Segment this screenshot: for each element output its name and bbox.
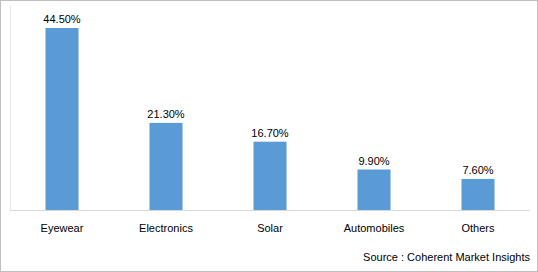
x-tick-label: Solar bbox=[257, 222, 283, 234]
bar bbox=[462, 179, 495, 210]
x-tick-label: Electronics bbox=[139, 222, 193, 234]
data-label: 21.30% bbox=[147, 108, 185, 120]
bar bbox=[358, 170, 391, 210]
data-label: 44.50% bbox=[43, 13, 81, 25]
bars bbox=[46, 28, 495, 210]
y-axis-line bbox=[10, 6, 11, 211]
x-tick-label: Others bbox=[461, 222, 495, 234]
data-label: 16.70% bbox=[251, 127, 289, 139]
chart-border bbox=[1, 1, 538, 272]
x-axis-line bbox=[10, 210, 530, 211]
data-label: 9.90% bbox=[358, 155, 389, 167]
chart-svg: 44.50% Eyewear 21.30% Electronics 16.70% Sola… bbox=[0, 0, 538, 272]
bar bbox=[254, 142, 287, 210]
chart-container: 44.50% Eyewear 21.30% Electronics 16.70% Sola… bbox=[0, 0, 538, 272]
data-label: 7.60% bbox=[462, 164, 493, 176]
x-tick-label: Eyewear bbox=[41, 222, 84, 234]
bar bbox=[46, 28, 79, 210]
source-note: Source : Coherent Market Insights bbox=[363, 251, 530, 263]
bar bbox=[150, 123, 183, 210]
x-tick-label: Automobiles bbox=[344, 222, 405, 234]
